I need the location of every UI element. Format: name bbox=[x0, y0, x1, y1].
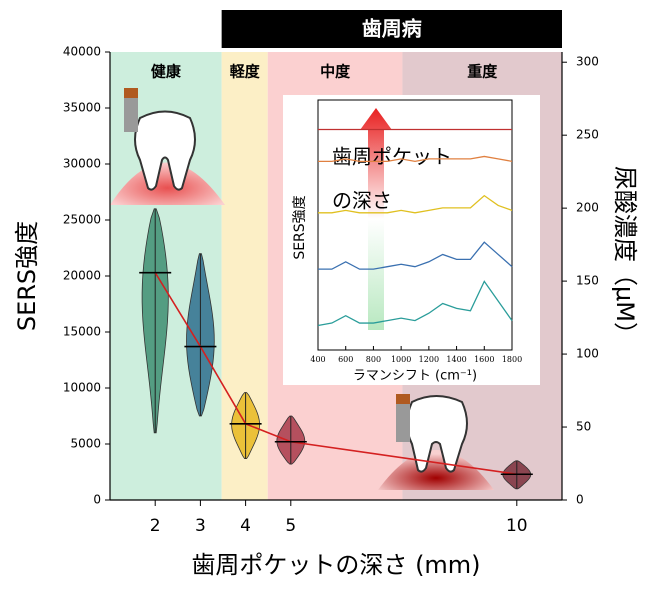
brush-icon bbox=[396, 398, 410, 442]
y-tick-label: 20000 bbox=[63, 269, 101, 283]
inset-x-tick-label: 1200 bbox=[419, 355, 439, 364]
brush-icon bbox=[124, 88, 138, 98]
inset-x-tick-label: 400 bbox=[310, 355, 325, 364]
inset-x-axis-label: ラマンシフト (cm⁻¹) bbox=[353, 369, 477, 384]
inset-chart: 400 600 800 1000 1200 1400 1600 1800 ラマンシフト (cm⁻… bbox=[283, 95, 540, 385]
inset-background bbox=[283, 95, 540, 385]
spectrum-line bbox=[318, 241, 513, 270]
inset-x-tick-label: 1800 bbox=[502, 355, 522, 364]
inset-annotation: の深さ bbox=[332, 189, 392, 213]
brush-icon bbox=[124, 92, 138, 132]
main-plot: 0500010000150002000025000300003500040000… bbox=[13, 45, 639, 580]
spectrum-line bbox=[318, 194, 513, 214]
gum-icon bbox=[110, 162, 225, 205]
inset-x-tick-label: 1000 bbox=[391, 355, 411, 364]
y-tick-label: 40000 bbox=[63, 45, 101, 59]
y-tick-label: 35000 bbox=[63, 101, 101, 115]
y2-tick-label: 100 bbox=[576, 347, 599, 361]
x-tick-label: 2 bbox=[150, 516, 161, 536]
x-tick-label: 5 bbox=[285, 516, 296, 536]
inset-x-tick-label: 600 bbox=[338, 355, 353, 364]
brush-icon bbox=[396, 394, 410, 404]
banner-label: 歯周病 bbox=[362, 17, 422, 41]
region-label: 重度 bbox=[467, 63, 498, 81]
gum-icon bbox=[378, 450, 494, 490]
inset-x-tick-label: 800 bbox=[366, 355, 381, 364]
y-tick-label: 5000 bbox=[70, 437, 101, 451]
banner bbox=[221, 10, 563, 48]
x-tick-label: 3 bbox=[195, 516, 206, 536]
y2-tick-label: 150 bbox=[576, 274, 599, 288]
tooth-icon bbox=[134, 110, 196, 191]
y-axis-label: SERS強度 bbox=[13, 221, 41, 331]
depth-arrow bbox=[360, 108, 392, 330]
y-tick-label: 10000 bbox=[63, 381, 101, 395]
spectrum-line bbox=[318, 155, 513, 163]
inset-annotation: 歯周ポケット bbox=[332, 145, 452, 169]
region-label: 中度 bbox=[320, 63, 351, 81]
x-tick-label: 10 bbox=[506, 516, 528, 536]
y-tick-label: 30000 bbox=[63, 157, 101, 171]
inset-frame bbox=[317, 99, 513, 351]
decorations bbox=[110, 88, 494, 490]
inset-x-tick-label: 1400 bbox=[446, 355, 466, 364]
y2-tick-label: 50 bbox=[576, 420, 591, 434]
y2-tick-label: 250 bbox=[576, 128, 599, 142]
y2-tick-label: 200 bbox=[576, 201, 599, 215]
y2-tick-label: 300 bbox=[576, 55, 599, 69]
region-label: 軽度 bbox=[230, 63, 261, 81]
region-label: 健康 bbox=[151, 63, 182, 81]
spectrum-line bbox=[317, 280, 513, 327]
y-tick-label: 15000 bbox=[63, 325, 101, 339]
tooth-icon bbox=[406, 395, 468, 473]
y2-tick-label: 0 bbox=[576, 493, 584, 507]
x-axis-label: 歯周ポケットの深さ (mm) bbox=[191, 551, 480, 579]
y-tick-label: 25000 bbox=[63, 213, 101, 227]
y2-axis-label: 尿酸濃度（μM） bbox=[611, 166, 639, 346]
inset-x-tick-label: 1600 bbox=[474, 355, 494, 364]
inset-y-axis-label: SERS強度 bbox=[292, 195, 308, 259]
x-tick-label: 4 bbox=[240, 516, 251, 536]
y-tick-label: 0 bbox=[93, 493, 101, 507]
